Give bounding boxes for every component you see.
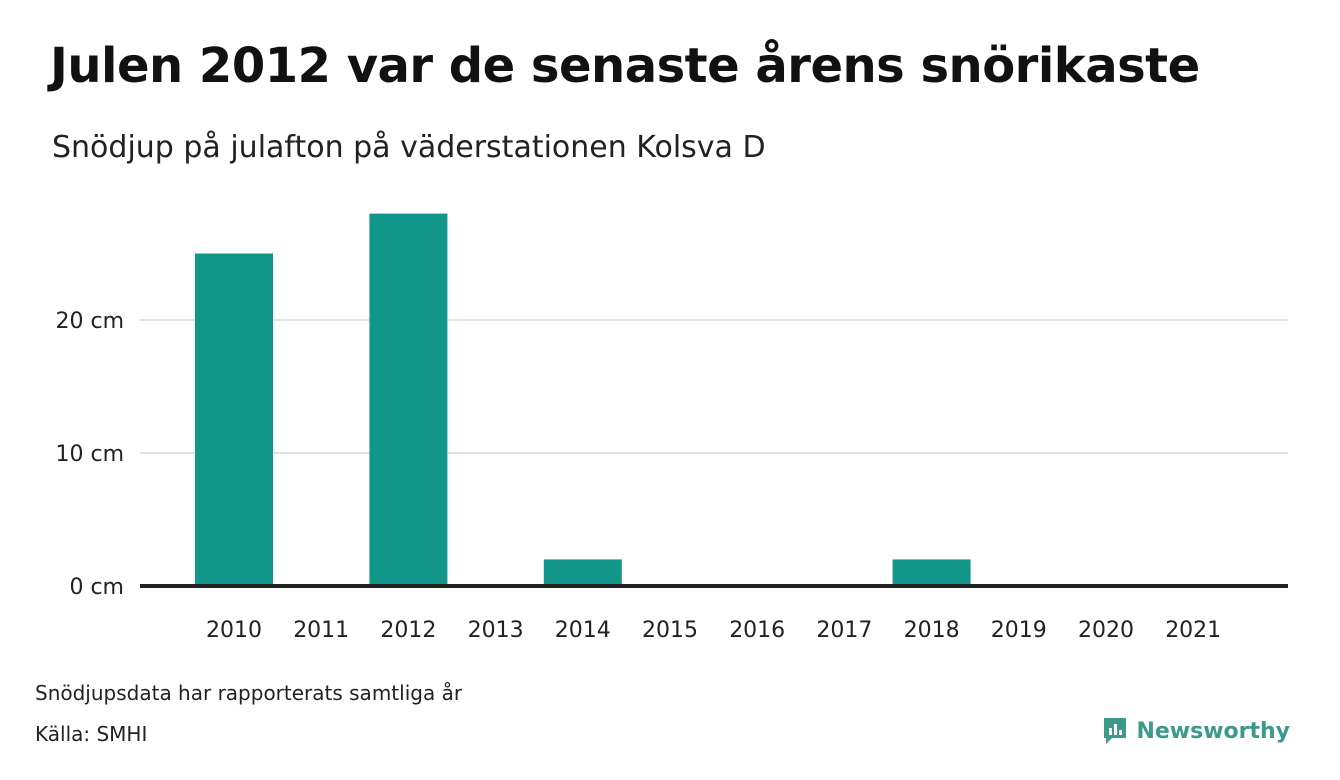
x-tick-label: 2013 [468, 618, 524, 643]
x-tick-label: 2014 [555, 618, 611, 643]
newsworthy-logo-icon [1104, 718, 1127, 744]
x-tick-label: 2021 [1165, 618, 1221, 643]
y-tick-label: 0 cm [69, 575, 124, 600]
source-note: Källa: SMHI [35, 722, 148, 746]
bars [195, 213, 971, 586]
y-tick-label: 20 cm [55, 309, 124, 334]
bar-2018 [892, 559, 971, 586]
bar-2014 [543, 559, 622, 586]
x-tick-label: 2020 [1078, 618, 1134, 643]
x-tick-label: 2019 [991, 618, 1047, 643]
brand-name: Newsworthy [1136, 718, 1290, 744]
x-tick-label: 2016 [729, 618, 785, 643]
x-tick-label: 2010 [206, 618, 262, 643]
x-tick-label: 2017 [816, 618, 872, 643]
x-tick-label: 2018 [904, 618, 960, 643]
x-tick-label: 2012 [380, 618, 436, 643]
chart-title: Julen 2012 var de senaste årens snörikas… [50, 38, 1200, 94]
gridlines [140, 319, 1288, 454]
y-tick-label: 10 cm [55, 442, 124, 467]
chart-subtitle: Snödjup på julafton på väderstationen Ko… [52, 130, 766, 165]
x-tick-label: 2015 [642, 618, 698, 643]
brand-logo: Newsworthy [1102, 716, 1290, 746]
footnote: Snödjupsdata har rapporterats samtliga å… [35, 681, 463, 705]
x-tick-label: 2011 [293, 618, 349, 643]
axes: 0 cm 10 cm 20 cm 2010 2011 2012 2013 2014 2015 20… [55, 309, 1288, 643]
bar-2012 [369, 213, 448, 586]
bar-2010 [195, 253, 273, 586]
